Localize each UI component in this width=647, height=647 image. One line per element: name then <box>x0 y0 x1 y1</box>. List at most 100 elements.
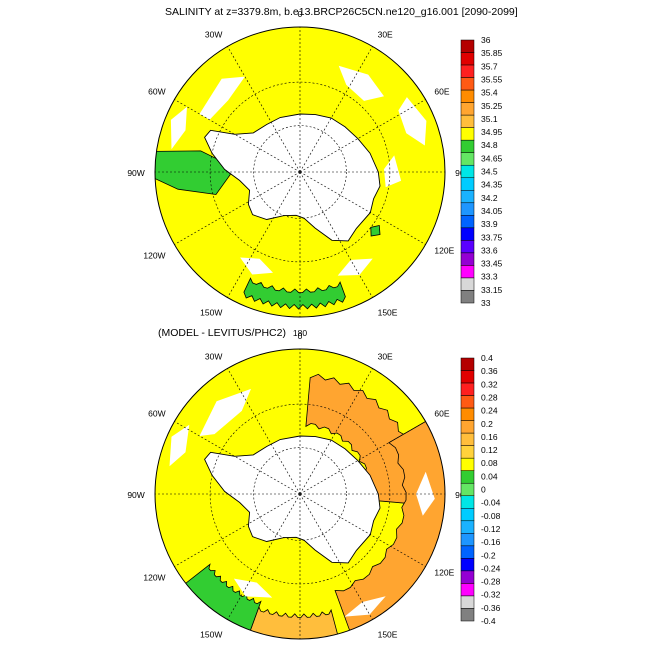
lon-tick-label: 180 <box>293 328 307 338</box>
map-field <box>155 349 445 639</box>
colorbar-box <box>460 583 475 597</box>
colorbar-label: 33.15 <box>481 285 503 295</box>
missing-data-patch <box>240 257 273 275</box>
colorbar-label: 0.16 <box>481 432 498 442</box>
chart-title: (MODEL - LEVITUS/PHC2) <box>158 327 286 339</box>
colorbar-label: -0.16 <box>481 537 501 547</box>
colorbar-box <box>460 420 475 434</box>
lon-tick-label: 0 <box>298 331 303 341</box>
colorbar-label: 33.3 <box>481 272 498 282</box>
missing-data-patch <box>338 65 384 101</box>
meridian-line <box>299 46 373 173</box>
lon-tick-label: 30W <box>205 352 222 362</box>
colorbar-label: 0.24 <box>481 406 498 416</box>
colorbar-label: 33.45 <box>481 259 503 269</box>
lon-tick-label: 120E <box>434 568 454 578</box>
lon-tick-label: 60W <box>148 408 165 418</box>
colorbar-box <box>460 290 475 304</box>
colorbar-label: -0.12 <box>481 524 501 534</box>
colorbar: 0.4 0.36 0.32 0.28 0.24 0.2 0.16 0.12 0.08 0.04 0 -… <box>460 353 501 626</box>
colorbar-label: -0.04 <box>481 498 501 508</box>
lon-tick-label: 30E <box>378 30 393 40</box>
meridian-line <box>227 46 301 173</box>
lon-tick-label: 150E <box>378 307 398 317</box>
chart-title: SALINITY at z=3379.8m, b.e13.BRCP26C5CN.… <box>165 6 518 18</box>
colorbar-label: -0.08 <box>481 511 501 521</box>
colorbar-box <box>460 508 475 522</box>
colorbar-box <box>460 52 475 66</box>
colorbar-box <box>460 89 475 103</box>
colorbar-label: 34.05 <box>481 206 503 216</box>
lon-tick-label: 30W <box>205 30 222 40</box>
colorbar-label: 34.35 <box>481 180 503 190</box>
colorbar-box <box>460 608 475 622</box>
colorbar-box <box>460 395 475 409</box>
lon-tick-label: 120W <box>143 573 165 583</box>
colorbar-label: 0.36 <box>481 366 498 376</box>
meridian-line <box>299 171 373 298</box>
meridian-line <box>174 421 301 495</box>
colorbar-box <box>460 407 475 421</box>
colorbar-label: 35.4 <box>481 88 498 98</box>
missing-data-patch <box>170 106 187 150</box>
chart-panel-2: (MODEL - LEVITUS/PHC2)030E60E90E120E150E… <box>127 327 501 640</box>
colorbar-box <box>460 265 475 279</box>
colorbar-label: 34.95 <box>481 127 503 137</box>
colorbar-box <box>460 240 475 254</box>
colorbar-label: 36 <box>481 35 491 45</box>
lon-tick-label: 60E <box>434 86 449 96</box>
colorbar-box <box>460 357 475 371</box>
colorbar-label: 0.28 <box>481 392 498 402</box>
meridian-line <box>299 368 373 495</box>
colorbar-box <box>460 127 475 141</box>
colorbar-box <box>460 114 475 128</box>
colorbar-label: 0.04 <box>481 471 498 481</box>
colorbar-label: 34.5 <box>481 167 498 177</box>
lon-tick-label: 150E <box>378 629 398 639</box>
colorbar-box <box>460 177 475 191</box>
colorbar-label: 33 <box>481 298 491 308</box>
meridian-line <box>299 171 426 245</box>
colorbar-box <box>460 558 475 572</box>
latitude-circle <box>253 125 347 219</box>
meridian-line <box>299 493 426 567</box>
lon-tick-label: 120E <box>434 246 454 256</box>
region-small-patch-120e <box>370 225 381 237</box>
colorbar-box <box>460 445 475 459</box>
colorbar-box <box>460 139 475 153</box>
missing-data-patch <box>169 424 190 467</box>
colorbar-box <box>460 39 475 53</box>
meridian-line <box>299 493 373 620</box>
meridian-line <box>227 493 301 620</box>
colorbar-label: -0.28 <box>481 577 501 587</box>
colorbar-box <box>460 227 475 241</box>
colorbar-box <box>460 382 475 396</box>
colorbar-box <box>460 457 475 471</box>
colorbar-box <box>460 432 475 446</box>
meridian-line <box>174 493 301 567</box>
region-ross-sea-margin <box>243 277 346 310</box>
colorbar-label: 0.12 <box>481 445 498 455</box>
meridian-line <box>299 99 426 173</box>
colorbar-label: -0.36 <box>481 603 501 613</box>
colorbar-label: 33.75 <box>481 232 503 242</box>
colorbar-label: 35.25 <box>481 101 503 111</box>
colorbar-box <box>460 545 475 559</box>
colorbar: 36 35.85 35.7 35.55 35.4 35.25 35.1 34.95 34.8 34… <box>460 35 503 308</box>
latitude-circle <box>253 447 347 541</box>
map-border <box>154 348 446 640</box>
colorbar-box <box>460 152 475 166</box>
antarctica-continent <box>204 435 381 564</box>
lon-tick-label: 90W <box>127 168 144 178</box>
lon-tick-label: 150W <box>200 307 222 317</box>
colorbar-label: 33.9 <box>481 219 498 229</box>
colorbar-label: -0.24 <box>481 563 501 573</box>
colorbar-label: 34.8 <box>481 140 498 150</box>
colorbar-box <box>460 470 475 484</box>
lon-tick-label: 0 <box>298 9 303 19</box>
meridian-line <box>227 171 301 298</box>
colorbar-label: 0.4 <box>481 353 493 363</box>
colorbar-label: 0.32 <box>481 379 498 389</box>
meridian-line <box>174 99 301 173</box>
